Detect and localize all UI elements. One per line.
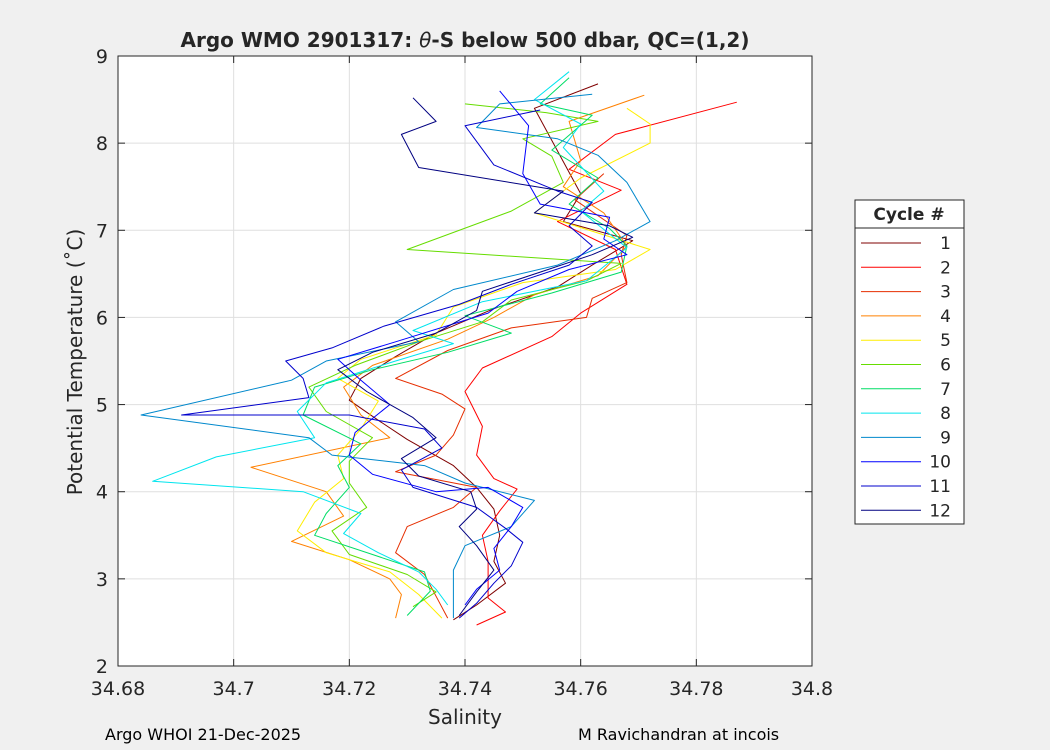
legend-box (854, 199, 965, 525)
series-line-cycle-3 (395, 173, 628, 619)
y-tick-label: 7 (96, 220, 108, 242)
x-tick-label: 34.78 (669, 678, 723, 700)
legend-label: 6 (940, 356, 951, 376)
series-line-cycle-12 (337, 97, 634, 616)
x-axis-label: Salinity (428, 705, 502, 729)
y-tick-label: 5 (96, 395, 108, 417)
y-axis-label: Potential Temperature (˚C) (63, 229, 87, 496)
ticks (117, 55, 813, 667)
legend-label: 1 (940, 234, 951, 254)
series-line-cycle-11 (181, 109, 593, 619)
legend-label: 8 (940, 404, 951, 424)
legend-label: 12 (929, 501, 951, 521)
y-tick-label: 4 (96, 482, 108, 504)
y-tick-label: 2 (96, 656, 108, 678)
series-line-cycle-1 (348, 83, 634, 621)
x-tick-label: 34.68 (91, 678, 145, 700)
footer-right: M Ravichandran at incois (578, 725, 780, 744)
series-line-cycle-7 (302, 77, 628, 616)
series-line-cycle-8 (152, 71, 628, 606)
legend-label: 9 (940, 428, 951, 448)
y-tick-labels: 2 3 4 5 6 7 8 9 (96, 46, 108, 678)
legend-label: 10 (929, 453, 951, 473)
y-tick-label: 8 (96, 133, 108, 155)
x-tick-label: 34.7 (213, 678, 255, 700)
legend-label: 5 (940, 331, 951, 351)
x-tick-label: 34.74 (438, 678, 492, 700)
legend-label: 2 (940, 258, 951, 278)
plot-lines (140, 71, 737, 626)
x-tick-label: 34.76 (553, 678, 607, 700)
y-tick-label: 9 (96, 46, 108, 68)
grid (118, 56, 812, 666)
legend-label: 3 (940, 283, 951, 303)
chart-title: Argo WMO 2901317: θ-S below 500 dbar, QC… (181, 28, 750, 52)
x-tick-labels: 34.68 34.7 34.72 34.74 34.76 34.78 34.8 (91, 678, 833, 700)
legend-label: 7 (940, 380, 951, 400)
y-tick-label: 3 (96, 569, 108, 591)
series-line-cycle-10 (337, 90, 628, 606)
x-tick-label: 34.8 (791, 678, 833, 700)
legend-label: 4 (940, 307, 951, 327)
legend-label: 11 (929, 477, 951, 497)
y-tick-label: 6 (96, 307, 108, 329)
footer-left: Argo WHOI 21-Dec-2025 (105, 725, 302, 744)
x-tick-label: 34.72 (322, 678, 376, 700)
legend-title: Cycle # (873, 205, 944, 225)
